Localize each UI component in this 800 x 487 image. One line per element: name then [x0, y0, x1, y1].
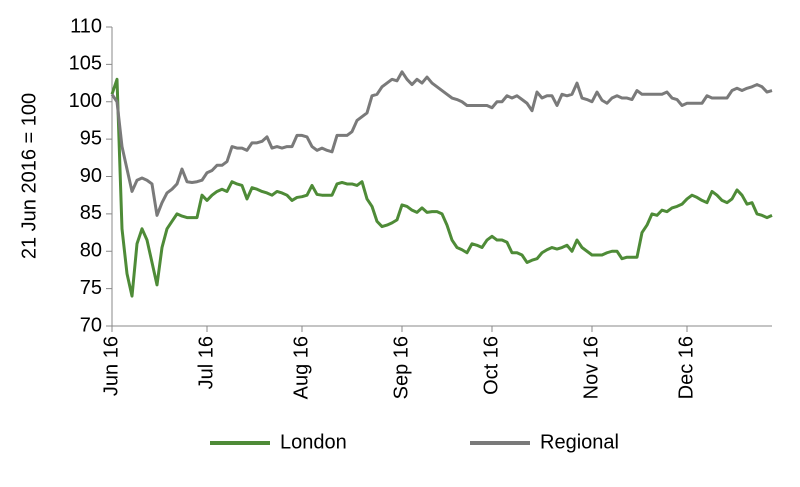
- x-tick-label: Nov 16: [580, 336, 602, 399]
- y-tick-label: 100: [69, 90, 102, 112]
- y-tick-label: 90: [80, 165, 102, 187]
- x-tick-label: Jul 16: [195, 336, 217, 389]
- y-tick-label: 85: [80, 202, 102, 224]
- x-tick-label: Aug 16: [290, 336, 312, 399]
- x-tick-label: Dec 16: [675, 336, 697, 399]
- x-tick-label: Oct 16: [480, 336, 502, 395]
- y-tick-label: 80: [80, 240, 102, 262]
- y-axis-label: 21 Jun 2016 = 100: [18, 93, 40, 259]
- y-tick-label: 95: [80, 127, 102, 149]
- y-tick-label: 105: [69, 53, 102, 75]
- x-tick-label: Jun 16: [100, 336, 122, 396]
- line-series: [110, 70, 773, 217]
- x-tick-label: Sep 16: [390, 336, 412, 399]
- y-tick-label: 75: [80, 277, 102, 299]
- y-tick-label: 110: [70, 15, 102, 37]
- legend-label: Regional: [540, 431, 619, 453]
- legend-label: London: [280, 431, 347, 453]
- y-tick-label: 70: [80, 314, 102, 336]
- line-series: [110, 77, 773, 298]
